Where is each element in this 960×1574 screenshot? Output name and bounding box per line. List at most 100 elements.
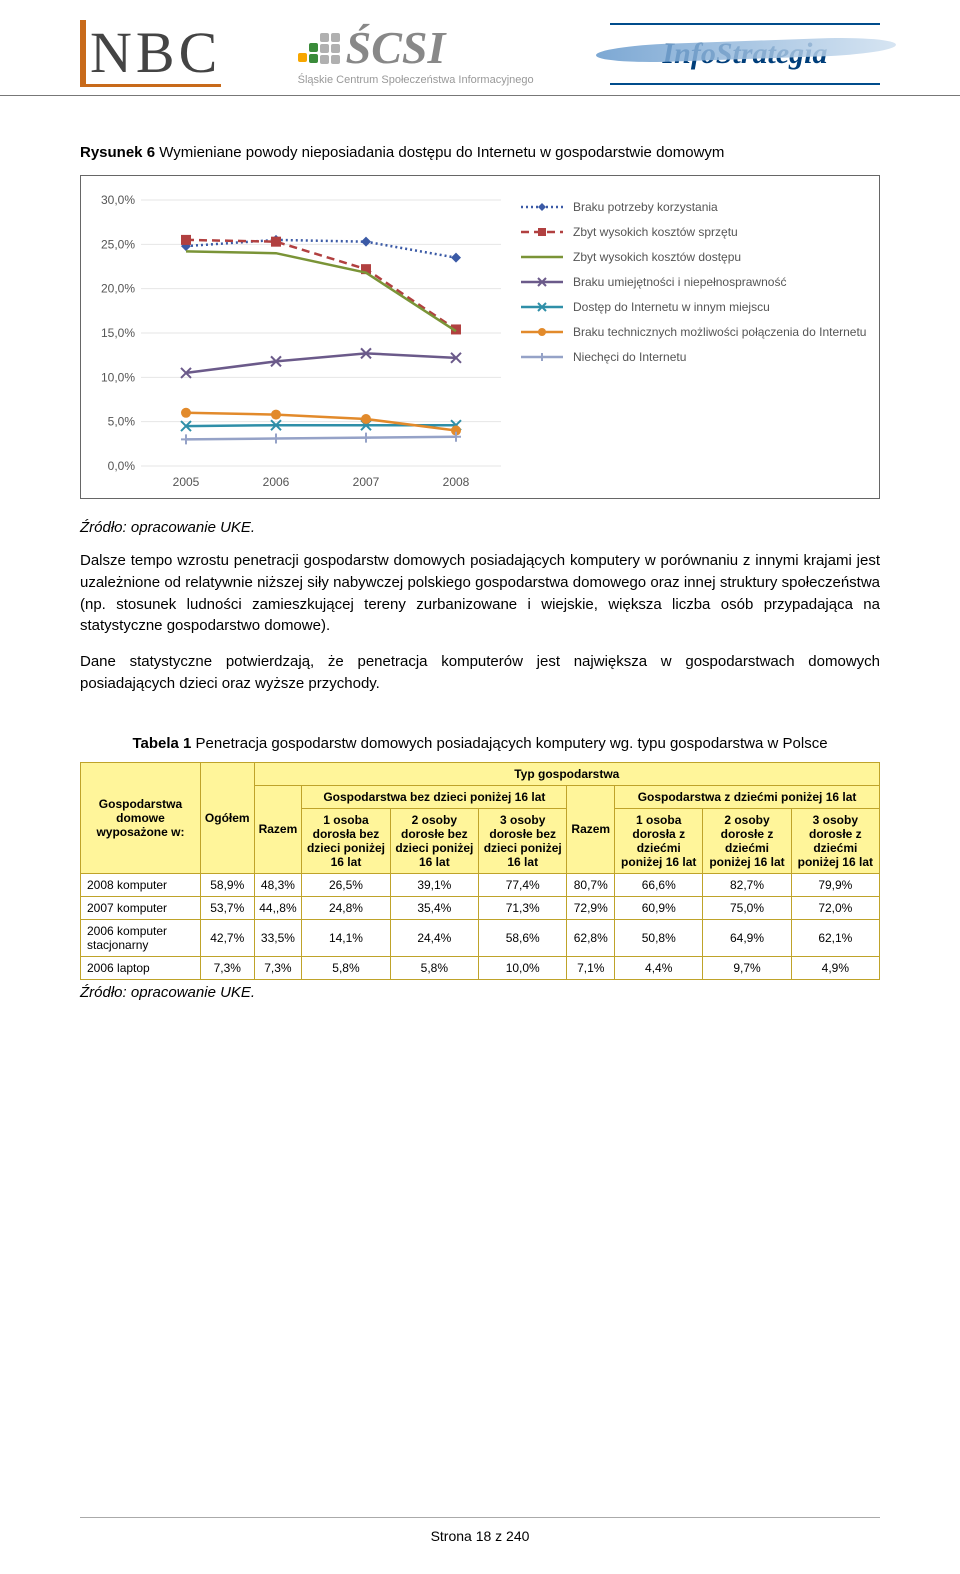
table-cell: 42,7% <box>200 919 254 956</box>
svg-text:5,0%: 5,0% <box>108 415 136 429</box>
scsi-dot-icon <box>320 33 329 42</box>
legend-label: Niechęci do Internetu <box>573 350 686 365</box>
table-cell: 44,,8% <box>254 896 302 919</box>
table-cell: 5,8% <box>302 956 390 979</box>
table-cell: 58,6% <box>479 919 567 956</box>
legend-marker-icon <box>519 225 565 239</box>
table-row: 2006 laptop7,3%7,3%5,8%5,8%10,0%7,1%4,4%… <box>81 956 880 979</box>
figure-caption: Rysunek 6 Wymieniane powody nieposiadani… <box>80 144 880 161</box>
figure-caption-prefix: Rysunek 6 <box>80 144 155 161</box>
legend-marker-icon <box>519 250 565 264</box>
table-cell: 39,1% <box>390 873 478 896</box>
table-cell: 35,4% <box>390 896 478 919</box>
row-label: 2008 komputer <box>81 873 201 896</box>
header: NBC ŚCSI Śląskie Centrum Społeczeństwa I… <box>0 0 960 96</box>
th-col1: 1 osoba dorosła bez dzieci poniżej 16 la… <box>302 808 390 873</box>
table-cell: 4,9% <box>791 956 879 979</box>
th-col2: 2 osoby dorosłe bez dzieci poniżej 16 la… <box>390 808 478 873</box>
legend-item: Braku potrzeby korzystania <box>519 200 869 215</box>
legend-marker-icon <box>519 350 565 364</box>
data-table: Gospodarstwa domowe wyposażone w: Ogółem… <box>80 762 880 980</box>
logo-nbc: NBC <box>80 20 221 87</box>
legend-label: Braku potrzeby korzystania <box>573 200 718 215</box>
th-col2z: 2 osoby dorosłe z dziećmi poniżej 16 lat <box>703 808 791 873</box>
scsi-dot-icon <box>331 55 340 64</box>
th-razem1: Razem <box>254 785 302 873</box>
row-label: 2007 komputer <box>81 896 201 919</box>
svg-text:15,0%: 15,0% <box>101 326 135 340</box>
table-row: 2006 komputer stacjonarny42,7%33,5%14,1%… <box>81 919 880 956</box>
legend-marker-icon <box>519 300 565 314</box>
th-col3: 3 osoby dorosłe bez dzieci poniżej 16 la… <box>479 808 567 873</box>
table-cell: 7,1% <box>567 956 615 979</box>
chart-plot: 0,0%5,0%10,0%15,0%20,0%25,0%30,0%2005200… <box>91 192 511 492</box>
table-cell: 5,8% <box>390 956 478 979</box>
body-text: Dalsze tempo wzrostu penetracji gospodar… <box>80 550 880 695</box>
svg-text:20,0%: 20,0% <box>101 282 135 296</box>
content: Rysunek 6 Wymieniane powody nieposiadani… <box>0 144 960 1001</box>
table-cell: 26,5% <box>302 873 390 896</box>
svg-text:0,0%: 0,0% <box>108 459 136 473</box>
legend-label: Zbyt wysokich kosztów sprzętu <box>573 225 738 240</box>
legend-item: Braku umiejętności i niepełnosprawność <box>519 275 869 290</box>
th-rowlabel: Gospodarstwa domowe wyposażone w: <box>81 762 201 873</box>
table-cell: 9,7% <box>703 956 791 979</box>
th-typ: Typ gospodarstwa <box>254 762 879 785</box>
logo-nbc-text: NBC <box>90 24 221 84</box>
svg-text:25,0%: 25,0% <box>101 237 135 251</box>
table-cell: 24,8% <box>302 896 390 919</box>
legend-marker-icon <box>519 325 565 339</box>
table-cell: 82,7% <box>703 873 791 896</box>
footer-page-number: Strona 18 z 240 <box>80 1517 880 1544</box>
table-cell: 14,1% <box>302 919 390 956</box>
svg-text:2008: 2008 <box>443 475 470 489</box>
svg-text:2006: 2006 <box>263 475 290 489</box>
table-source: Źródło: opracowanie UKE. <box>80 984 880 1001</box>
legend-label: Braku technicznych możliwości połączenia… <box>573 325 866 340</box>
table-cell: 72,9% <box>567 896 615 919</box>
logo-infostrategia: InfoStrategia <box>610 23 880 85</box>
scsi-dot-icon <box>309 43 318 52</box>
svg-text:10,0%: 10,0% <box>101 370 135 384</box>
legend-item: Dostęp do Internetu w innym miejscu <box>519 300 869 315</box>
table-cell: 71,3% <box>479 896 567 919</box>
table-caption-prefix: Tabela 1 <box>132 735 191 752</box>
table-caption: Tabela 1 Penetracja gospodarstw domowych… <box>80 735 880 752</box>
table-cell: 58,9% <box>200 873 254 896</box>
th-col3z: 3 osoby dorosłe z dziećmi poniżej 16 lat <box>791 808 879 873</box>
legend-item: Zbyt wysokich kosztów dostępu <box>519 250 869 265</box>
table-cell: 72,0% <box>791 896 879 919</box>
table-cell: 62,1% <box>791 919 879 956</box>
table-cell: 48,3% <box>254 873 302 896</box>
table-cell: 64,9% <box>703 919 791 956</box>
th-bez: Gospodarstwa bez dzieci poniżej 16 lat <box>302 785 567 808</box>
chart-legend: Braku potrzeby korzystania Zbyt wysokich … <box>515 192 869 492</box>
svg-text:30,0%: 30,0% <box>101 193 135 207</box>
table-cell: 4,4% <box>615 956 703 979</box>
logo-scsi-sub: Śląskie Centrum Społeczeństwa Informacyj… <box>298 74 534 86</box>
table-cell: 62,8% <box>567 919 615 956</box>
chart-panel: 0,0%5,0%10,0%15,0%20,0%25,0%30,0%2005200… <box>80 175 880 499</box>
table-cell: 75,0% <box>703 896 791 919</box>
table-cell: 24,4% <box>390 919 478 956</box>
logo-scsi: ŚCSI Śląskie Centrum Społeczeństwa Infor… <box>298 21 534 86</box>
table-cell: 60,9% <box>615 896 703 919</box>
scsi-dot-icon <box>298 53 307 62</box>
legend-label: Dostęp do Internetu w innym miejscu <box>573 300 770 315</box>
legend-item: Niechęci do Internetu <box>519 350 869 365</box>
scsi-dots-icon <box>298 27 340 69</box>
scsi-dot-icon <box>309 54 318 63</box>
table-cell: 7,3% <box>254 956 302 979</box>
nbc-bar-icon <box>80 20 86 84</box>
table-cell: 7,3% <box>200 956 254 979</box>
table-cell: 66,6% <box>615 873 703 896</box>
legend-label: Braku umiejętności i niepełnosprawność <box>573 275 786 290</box>
th-razem2: Razem <box>567 785 615 873</box>
paragraph: Dane statystyczne potwierdzają, że penet… <box>80 651 880 695</box>
th-col1z: 1 osoba dorosła z dziećmi poniżej 16 lat <box>615 808 703 873</box>
legend-marker-icon <box>519 200 565 214</box>
table-cell: 50,8% <box>615 919 703 956</box>
th-z: Gospodarstwa z dziećmi poniżej 16 lat <box>615 785 880 808</box>
table-cell: 53,7% <box>200 896 254 919</box>
figure-source: Źródło: opracowanie UKE. <box>80 519 880 536</box>
